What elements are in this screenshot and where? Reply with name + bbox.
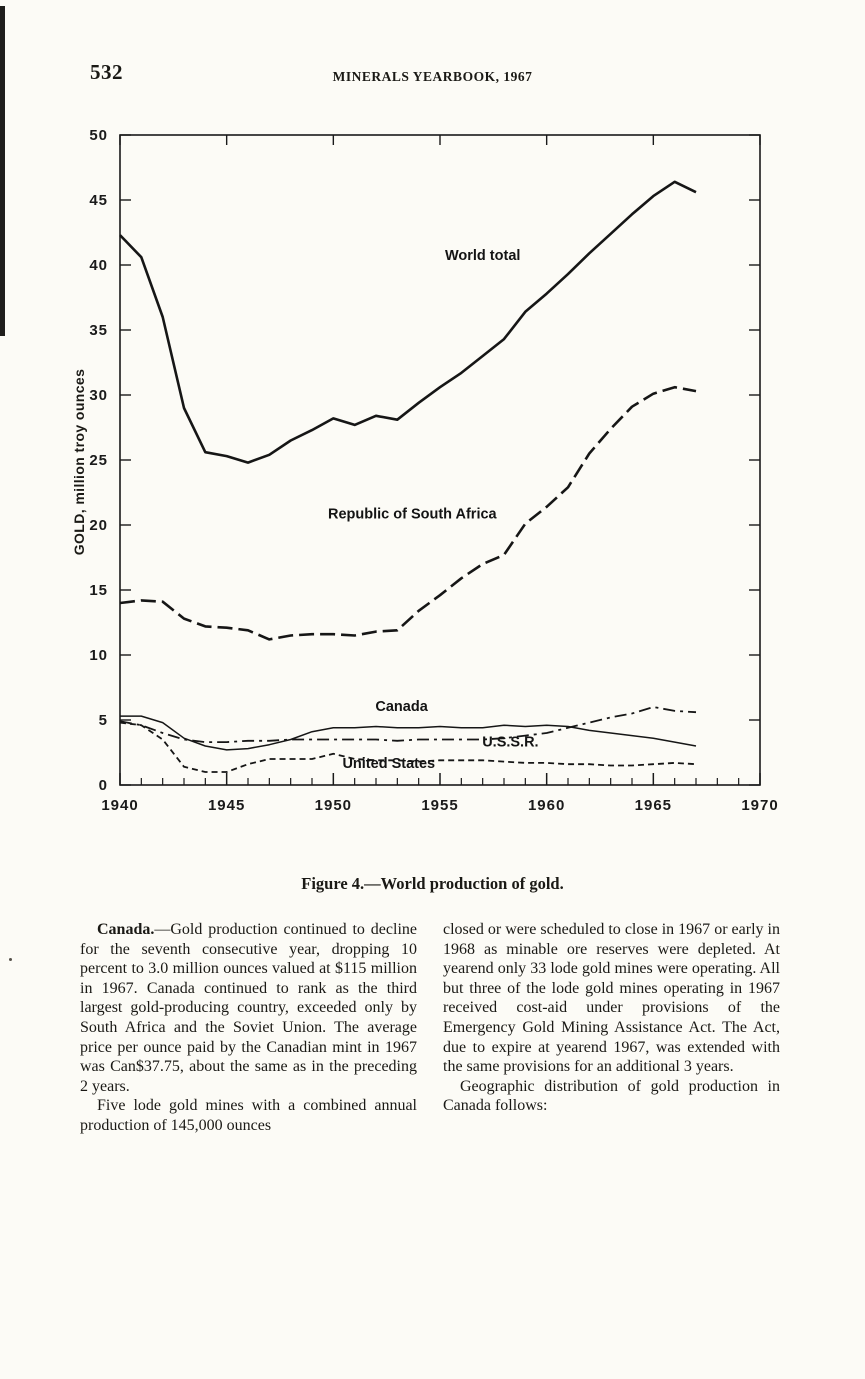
y-tick-label: 10 [89, 647, 108, 664]
scan-artifact-speck [9, 958, 12, 961]
x-tick-label: 1960 [528, 797, 565, 814]
x-tick-label: 1950 [315, 797, 352, 814]
body-text-columns: Canada.—Gold production continued to dec… [80, 920, 780, 1136]
right-column: closed or were scheduled to close in 196… [443, 920, 780, 1136]
series-label-world-total: World total [445, 248, 520, 264]
x-tick-label: 1955 [421, 797, 458, 814]
paragraph-text-canada: —Gold production continued to decline fo… [80, 921, 417, 1095]
y-tick-label: 15 [89, 582, 108, 599]
x-tick-label: 1940 [101, 797, 138, 814]
y-tick-label: 50 [89, 127, 108, 144]
series-label-canada: Canada [375, 699, 428, 715]
plot-border [119, 134, 761, 786]
paragraph-geographic: Geographic distribution of gold producti… [443, 1077, 780, 1115]
y-axis-title: GOLD, million troy ounces [71, 368, 87, 556]
x-tick-label: 1970 [741, 797, 778, 814]
series-label-u-s-s-r-: U.S.S.R. [482, 735, 538, 751]
y-tick-label: 45 [89, 192, 108, 209]
series-label-united-states: United States [342, 756, 435, 772]
paragraph-canada: Canada.—Gold production continued to dec… [80, 920, 417, 1096]
y-tick-label: 40 [89, 257, 108, 274]
paragraph-lode-mines: Five lode gold mines with a combined ann… [80, 1097, 417, 1134]
page-number: 532 [90, 60, 123, 84]
chart-canvas: 0 5 10 15 20 25 30 35 40 45 50 1940 1945 1950 1955 1960… [89, 127, 778, 814]
y-tick-label: 25 [89, 452, 108, 469]
y-tick-label: 5 [99, 712, 108, 729]
left-column: Canada.—Gold production continued to dec… [80, 920, 417, 1136]
y-tick-label: 20 [89, 517, 108, 534]
series-line-united-states [119, 721, 697, 773]
gold-production-chart: 0 5 10 15 20 25 30 35 40 45 50 1940 1945 1950 1955 1960… [68, 118, 792, 822]
paragraph-lead-canada: Canada. [97, 921, 155, 938]
series-line-republic-of-south-africa [119, 385, 697, 641]
running-title: MINERALS YEARBOOK, 1967 [332, 69, 533, 84]
series-line-u-s-s-r- [119, 706, 697, 743]
series-label-republic-of-south-africa: Republic of South Africa [328, 507, 498, 523]
x-tick-label: 1965 [635, 797, 672, 814]
y-tick-label: 35 [89, 322, 108, 339]
figure-caption: Figure 4.—World production of gold. [301, 874, 564, 893]
y-tick-label: 0 [99, 777, 108, 794]
scan-artifact-bar [0, 6, 5, 336]
x-tick-label: 1945 [208, 797, 245, 814]
paragraph-continuation: closed or were scheduled to close in 196… [443, 921, 780, 1076]
series-line-canada [120, 715, 697, 751]
series-line-world-total [119, 180, 697, 464]
y-tick-label: 30 [89, 387, 108, 404]
